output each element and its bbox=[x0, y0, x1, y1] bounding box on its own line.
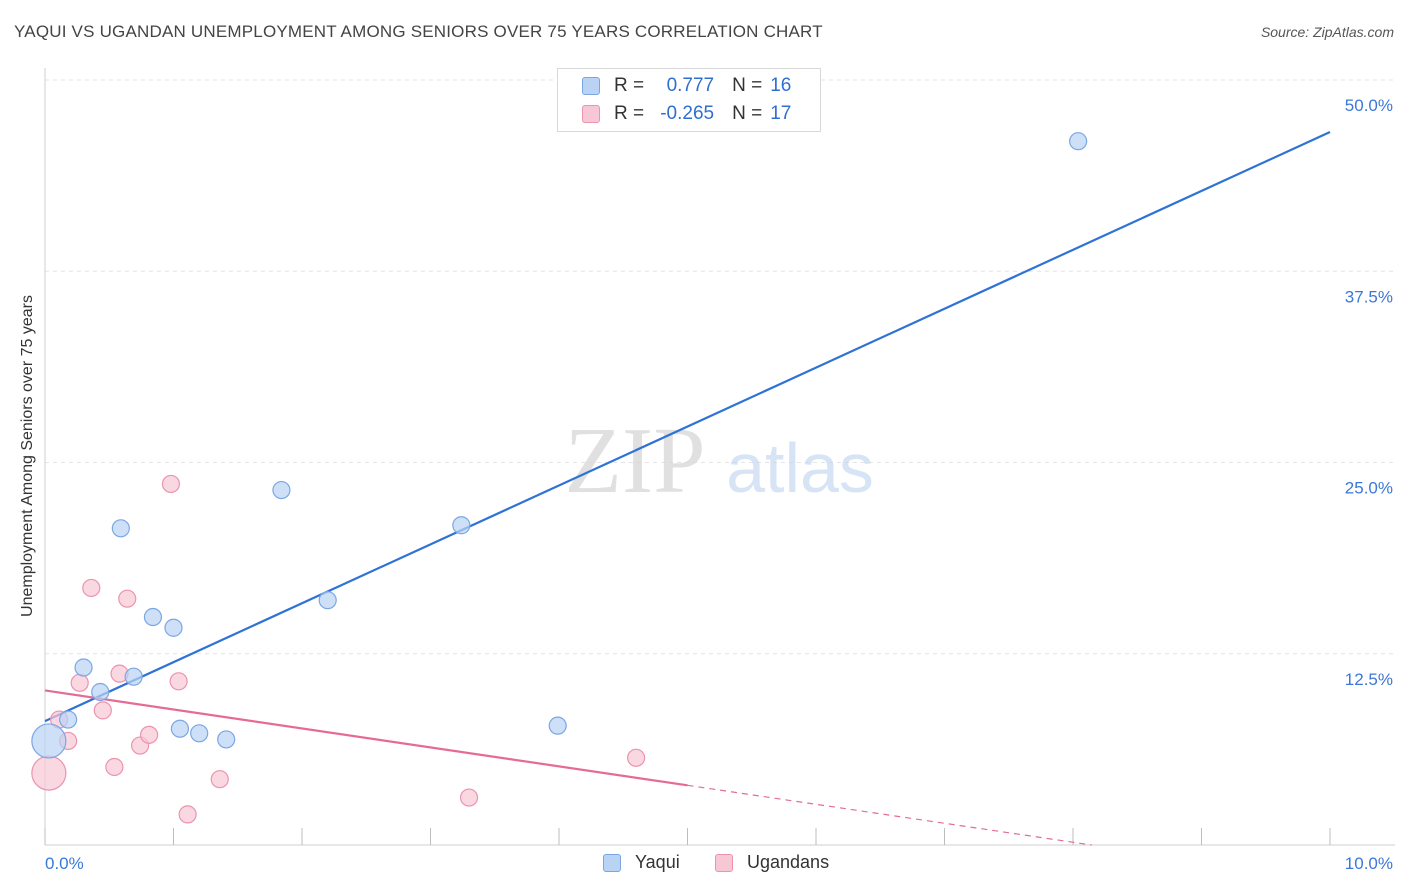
trend-line-ugandans bbox=[44, 689, 688, 787]
y-tick-label: 25.0% bbox=[1345, 479, 1393, 498]
legend-label-yaqui: Yaqui bbox=[635, 852, 680, 872]
data-point-yaqui bbox=[59, 710, 78, 729]
legend-swatch-yaqui bbox=[603, 853, 621, 872]
data-point-yaqui bbox=[164, 618, 183, 637]
y-axis-label: Unemployment Among Seniors over 75 years bbox=[19, 295, 36, 617]
data-point-yaqui bbox=[31, 723, 67, 759]
gridlines bbox=[45, 79, 1395, 655]
trend-line-yaqui bbox=[44, 131, 1331, 723]
data-point-ugandans bbox=[178, 805, 197, 824]
data-point-ugandans bbox=[70, 673, 89, 692]
data-point-ugandans bbox=[31, 755, 67, 791]
data-point-yaqui bbox=[548, 716, 567, 735]
data-point-ugandans bbox=[82, 578, 101, 598]
data-point-ugandans bbox=[169, 672, 188, 691]
source-label: Source: ZipAtlas.com bbox=[1260, 24, 1394, 40]
data-point-yaqui bbox=[272, 480, 291, 500]
data-point-ugandans bbox=[161, 474, 181, 494]
data-point-yaqui bbox=[217, 730, 236, 749]
data-point-yaqui bbox=[124, 667, 143, 686]
data-point-yaqui bbox=[1069, 132, 1088, 151]
data-point-ugandans bbox=[210, 770, 229, 789]
legend-swatch-yaqui bbox=[582, 77, 600, 95]
data-point-ugandans bbox=[459, 788, 479, 807]
legend-r-label: R = bbox=[614, 103, 645, 124]
series-legend: Yaqui Ugandans bbox=[0, 852, 1406, 878]
legend-swatch-ugandans bbox=[582, 105, 600, 123]
data-point-ugandans bbox=[626, 748, 646, 767]
legend-n-value: 17 bbox=[770, 103, 792, 124]
data-point-ugandans bbox=[93, 701, 112, 720]
data-point-yaqui bbox=[318, 591, 337, 610]
y-tick-label: 12.5% bbox=[1345, 670, 1393, 689]
x-tick-label: 10.0% bbox=[1345, 854, 1393, 873]
data-point-yaqui bbox=[111, 519, 130, 538]
data-point-yaqui bbox=[170, 719, 190, 738]
legend-swatch-ugandans bbox=[715, 853, 733, 872]
legend-r-label: R = bbox=[614, 75, 645, 96]
x-tick-label: 0.0% bbox=[45, 854, 84, 873]
legend-item-yaqui[interactable]: Yaqui bbox=[603, 852, 680, 873]
data-point-ugandans bbox=[118, 589, 137, 608]
y-tick-label: 37.5% bbox=[1345, 287, 1393, 306]
data-point-yaqui bbox=[143, 607, 163, 627]
axes bbox=[44, 68, 1395, 846]
legend-row-ugandans: R = -0.265 N = 17 bbox=[582, 103, 791, 125]
y-tick-label: 50.0% bbox=[1345, 96, 1393, 115]
legend-n-value: 16 bbox=[770, 75, 792, 96]
data-point-yaqui bbox=[190, 724, 209, 743]
data-points bbox=[31, 132, 1088, 824]
data-point-yaqui bbox=[452, 516, 471, 535]
chart-title: YAQUI VS UGANDAN UNEMPLOYMENT AMONG SENI… bbox=[14, 22, 823, 41]
legend-row-yaqui: R = 0.777 N = 16 bbox=[582, 75, 791, 97]
trend-line-ugandans-extension bbox=[687, 784, 1092, 846]
legend-n-label: N = bbox=[732, 75, 763, 96]
data-point-yaqui bbox=[91, 682, 110, 702]
data-point-ugandans bbox=[105, 757, 124, 777]
trend-lines bbox=[44, 131, 1331, 846]
legend-r-value: -0.265 bbox=[660, 103, 715, 124]
legend-label-ugandans: Ugandans bbox=[747, 852, 830, 872]
legend-item-ugandans[interactable]: Ugandans bbox=[715, 852, 829, 873]
correlation-legend: R = 0.777 N = 16 R = -0.265 N = 17 bbox=[557, 68, 821, 132]
legend-r-value: 0.777 bbox=[666, 75, 715, 96]
tick-labels: 12.5% 25.0% 37.5% 50.0% 0.0% 10.0% bbox=[45, 96, 1393, 873]
legend-n-label: N = bbox=[732, 103, 763, 124]
data-point-yaqui bbox=[74, 658, 93, 677]
watermark-zip: ZIP bbox=[565, 409, 706, 513]
data-point-ugandans bbox=[139, 725, 159, 744]
watermark-atlas: atlas bbox=[726, 429, 874, 507]
